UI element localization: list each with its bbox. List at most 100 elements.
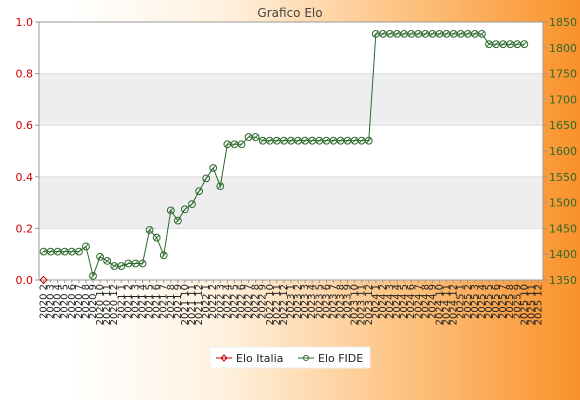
x-axis-tick-label: 2025 2 <box>463 284 474 319</box>
x-axis-tick-label: 2022 6 <box>237 284 248 319</box>
data-point-elo-fide-mark <box>111 263 117 269</box>
left-axis-tick-label: 1.0 <box>16 16 34 29</box>
x-axis-tick-label: 2025 5 <box>484 284 495 319</box>
data-point-elo-fide-mark <box>458 31 464 37</box>
data-point-elo-fide-mark <box>493 41 499 47</box>
left-axis-tick-label: 0.8 <box>16 68 34 81</box>
data-point-elo-fide-mark <box>408 31 414 37</box>
x-axis-tick-label: 2023 8 <box>335 284 346 319</box>
data-point-elo-fide-mark <box>125 260 131 267</box>
x-axis-tick-label: 2023 11 <box>357 284 368 325</box>
data-point-elo-fide-mark <box>245 134 252 140</box>
x-axis-tick-label: 2020 11 <box>102 284 113 325</box>
data-point-elo-italia <box>39 275 48 285</box>
plot-band <box>39 22 543 74</box>
data-point-elo-fide <box>159 251 168 260</box>
right-axis-tick-label: 1850 <box>549 16 577 29</box>
x-axis-tick-label: 2021 8 <box>166 284 177 319</box>
data-point-elo-fide-mark <box>330 138 337 144</box>
x-axis-tick-label: 2021 11 <box>187 284 198 325</box>
data-point-elo-fide-mark <box>55 249 61 255</box>
data-point-elo-fide-mark <box>118 263 124 269</box>
data-point-elo-fide-mark <box>486 41 492 47</box>
chart-title: Grafico Elo <box>257 6 322 20</box>
data-point-elo-fide-mark <box>231 141 238 147</box>
data-point-elo-fide-mark <box>139 260 146 267</box>
data-point-elo-fide-mark <box>76 249 82 255</box>
x-axis-tick-label: 2020 2 <box>39 284 50 319</box>
data-point-elo-fide-mark <box>309 138 315 144</box>
data-point-elo-fide <box>209 164 218 172</box>
data-point-elo-fide-mark <box>295 138 301 144</box>
x-axis-tick-label: 2022 3 <box>215 284 226 319</box>
right-axis-tick-label: 1500 <box>549 197 577 210</box>
x-axis-tick-label: 2025 9 <box>512 284 523 319</box>
data-point-elo-fide <box>96 252 104 261</box>
x-axis-tick-label: 2024 1 <box>371 284 382 319</box>
data-point-elo-fide-mark <box>352 138 358 144</box>
data-point-elo-fide-mark <box>203 175 209 181</box>
data-point-elo-fide-mark <box>500 41 506 47</box>
data-point-elo-fide-mark <box>366 138 372 144</box>
data-point-elo-fide-mark <box>415 31 421 37</box>
x-axis-tick-label: 2020 10 <box>95 284 106 325</box>
legend-label-elo-italia: Elo Italia <box>236 352 283 365</box>
right-axis-tick-label: 1650 <box>549 119 577 132</box>
plot-band <box>39 73 543 126</box>
x-axis-tick-label: 2024 3 <box>385 284 396 319</box>
legend-label-elo-fide: Elo FIDE <box>318 352 363 365</box>
x-axis-tick-label: 2021 4 <box>138 284 149 319</box>
x-axis-tick-label: 2023 10 <box>350 284 361 325</box>
x-axis-tick-label: 2021 3 <box>130 284 141 319</box>
data-point-elo-fide <box>202 174 211 183</box>
left-axis-tick-label: 0.6 <box>16 119 34 132</box>
right-axis-tick-label: 1450 <box>549 222 577 235</box>
data-point-elo-fide-mark <box>224 141 230 147</box>
data-point-elo-fide <box>216 182 225 190</box>
data-point-elo-fide-mark <box>90 273 96 279</box>
data-point-elo-fide-mark <box>69 249 75 255</box>
data-point-elo-fide-mark <box>521 41 527 47</box>
data-point-elo-fide-mark <box>451 31 457 37</box>
data-point-elo-fide <box>195 187 203 196</box>
x-axis-tick-label: 2024 11 <box>442 284 453 325</box>
data-point-elo-fide <box>138 259 147 268</box>
x-axis-tick-label: 2025 8 <box>505 284 516 319</box>
data-point-elo-fide-mark <box>182 206 188 212</box>
data-point-elo-fide <box>89 271 97 280</box>
x-axis-tick-label: 2024 10 <box>434 284 445 325</box>
data-point-elo-fide-mark <box>359 138 365 144</box>
x-axis-tick-label: 2022 7 <box>244 284 255 319</box>
right-axis-tick-label: 1600 <box>549 145 577 158</box>
x-axis-tick-label: 2021 10 <box>180 284 191 325</box>
data-point-elo-fide-mark <box>83 243 89 250</box>
data-point-elo-fide-mark <box>238 141 245 147</box>
x-axis-tick-label: 2025 12 <box>533 284 544 325</box>
data-point-elo-fide-mark <box>154 235 160 241</box>
legend-swatch-elo-italia <box>220 354 228 362</box>
data-point-elo-fide-mark <box>514 41 520 47</box>
x-axis-tick-label: 2022 2 <box>208 284 219 319</box>
data-point-elo-fide-mark <box>422 31 428 37</box>
x-axis-tick-label: 2024 9 <box>427 284 438 319</box>
data-point-elo-fide-mark <box>253 134 259 140</box>
x-axis-tick-label: 2020 12 <box>109 284 120 325</box>
x-axis-tick-label: 2023 7 <box>328 284 339 319</box>
data-point-elo-fide <box>173 216 182 225</box>
data-point-elo-fide <box>251 133 260 141</box>
x-axis-tick-label: 2021 1 <box>116 284 127 319</box>
data-point-elo-fide <box>478 29 486 38</box>
data-point-elo-fide-mark <box>479 31 485 37</box>
x-axis-tick-label: 2021 2 <box>123 284 134 319</box>
data-point-elo-fide <box>181 205 189 214</box>
x-axis-tick-label: 2022 10 <box>265 284 276 325</box>
data-point-elo-fide <box>152 233 161 242</box>
plot-band <box>39 228 543 280</box>
data-point-elo-fide-mark <box>146 227 153 233</box>
x-axis-tick-label: 2024 4 <box>392 284 403 319</box>
x-axis-tick-label: 2023 2 <box>293 284 304 319</box>
left-axis-tick-label: 0.2 <box>16 222 34 235</box>
data-point-elo-fide-mark <box>465 31 471 37</box>
data-point-elo-fide-mark <box>168 207 174 213</box>
